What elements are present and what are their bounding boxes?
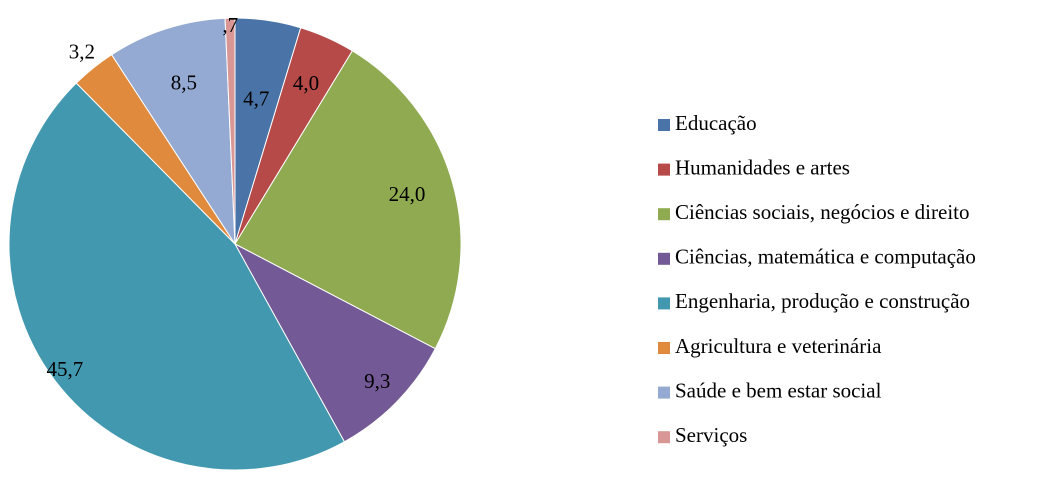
pie-slice xyxy=(110,17,236,246)
data-label: ,7 xyxy=(222,13,238,37)
legend-label: Educação xyxy=(675,111,757,135)
legend-swatch xyxy=(658,208,670,221)
legend-swatch xyxy=(658,386,670,399)
data-label: 8,5 xyxy=(171,71,197,95)
legend-swatch xyxy=(658,252,670,265)
data-label: 45,7 xyxy=(46,357,83,381)
data-label: 4,7 xyxy=(243,87,269,111)
data-label: 4,0 xyxy=(293,71,319,95)
data-label: 3,2 xyxy=(69,40,95,64)
legend-label: Ciências sociais, negócios e direito xyxy=(675,200,970,224)
legend-label: Serviços xyxy=(675,423,747,447)
legend-swatch xyxy=(658,297,670,310)
legend-swatch xyxy=(658,431,670,444)
legend-label: Agricultura e veterinária xyxy=(675,334,882,358)
pie-slice xyxy=(224,17,236,245)
legend-label: Saúde e bem estar social xyxy=(675,378,882,402)
data-label: 9,3 xyxy=(364,369,390,393)
legend-label: Ciências, matemática e computação xyxy=(675,245,976,269)
pie-slice xyxy=(8,82,346,471)
pie-slice xyxy=(234,50,462,350)
data-label: 24,0 xyxy=(389,182,426,206)
legend-swatch xyxy=(658,119,670,131)
pie-slice xyxy=(233,242,436,443)
legend-label: Humanidades e artes xyxy=(675,155,850,179)
legend-swatch xyxy=(658,342,670,354)
legend-swatch xyxy=(658,163,670,176)
legend-label: Engenharia, produção e construção xyxy=(675,289,970,313)
